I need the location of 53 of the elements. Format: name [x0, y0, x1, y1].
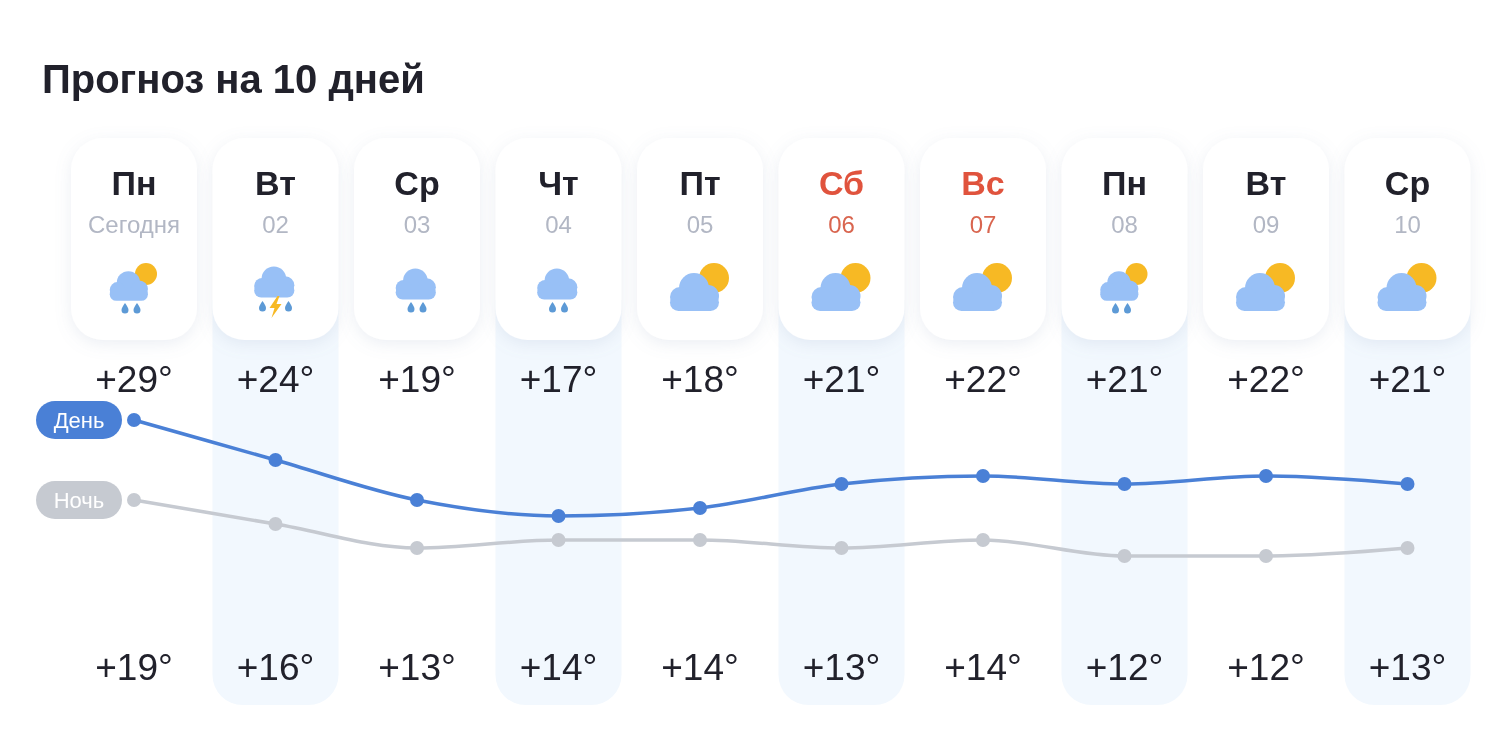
point — [1117, 549, 1132, 563]
data-label: +18° — [661, 359, 739, 400]
x-tick-label: Пт 05 — [679, 164, 721, 238]
x-tick-label: Чт 04 — [538, 164, 579, 238]
data-label: +21° — [1085, 359, 1164, 400]
point — [1400, 477, 1415, 491]
point — [127, 413, 141, 427]
data-label: +24° — [236, 359, 315, 400]
x-tick-label: Вс 07 — [961, 164, 1005, 238]
x-tick-label: Ср 03 — [394, 164, 440, 238]
data-label: +16° — [236, 647, 315, 688]
point — [551, 509, 566, 523]
x-tick-label: Ср 10 — [1384, 164, 1431, 238]
point — [976, 533, 990, 547]
point — [693, 533, 707, 547]
point — [834, 541, 849, 555]
series-label: Ночь — [53, 488, 105, 513]
point — [268, 453, 283, 467]
data-label: +14° — [944, 647, 1022, 688]
point — [976, 469, 990, 483]
point — [127, 493, 141, 507]
data-label: +22° — [1227, 359, 1305, 400]
data-label: +13° — [802, 647, 881, 688]
point — [410, 541, 424, 555]
data-label: +21° — [802, 359, 881, 400]
x-tick-label: Пн 08 — [1102, 164, 1147, 238]
point — [551, 533, 566, 547]
point — [1259, 549, 1273, 563]
point — [1259, 469, 1273, 483]
data-label: +21° — [1368, 359, 1447, 400]
x-tick-label: Вт 02 — [255, 164, 296, 238]
point — [1117, 477, 1132, 491]
data-label: +29° — [95, 359, 173, 400]
x-tick-label: Сб 06 — [818, 164, 865, 238]
point — [268, 517, 283, 531]
data-label: +17° — [519, 359, 598, 400]
data-label: +19° — [95, 647, 173, 688]
data-label: +14° — [661, 647, 739, 688]
x-tick-label: Пн Сегодня — [88, 164, 180, 238]
chart-title: Прогноз на 10 дней — [42, 57, 425, 101]
point — [693, 501, 707, 515]
data-label: +14° — [519, 647, 598, 688]
data-label: +22° — [944, 359, 1022, 400]
data-label: +12° — [1227, 647, 1305, 688]
series-label: День — [53, 408, 105, 433]
data-label: +13° — [1368, 647, 1447, 688]
point — [410, 493, 424, 507]
data-label: +12° — [1085, 647, 1164, 688]
point — [1400, 541, 1415, 555]
data-label: +13° — [378, 647, 456, 688]
point — [834, 477, 849, 491]
x-tick-label: Вт 09 — [1245, 164, 1287, 238]
data-label: +19° — [378, 359, 456, 400]
